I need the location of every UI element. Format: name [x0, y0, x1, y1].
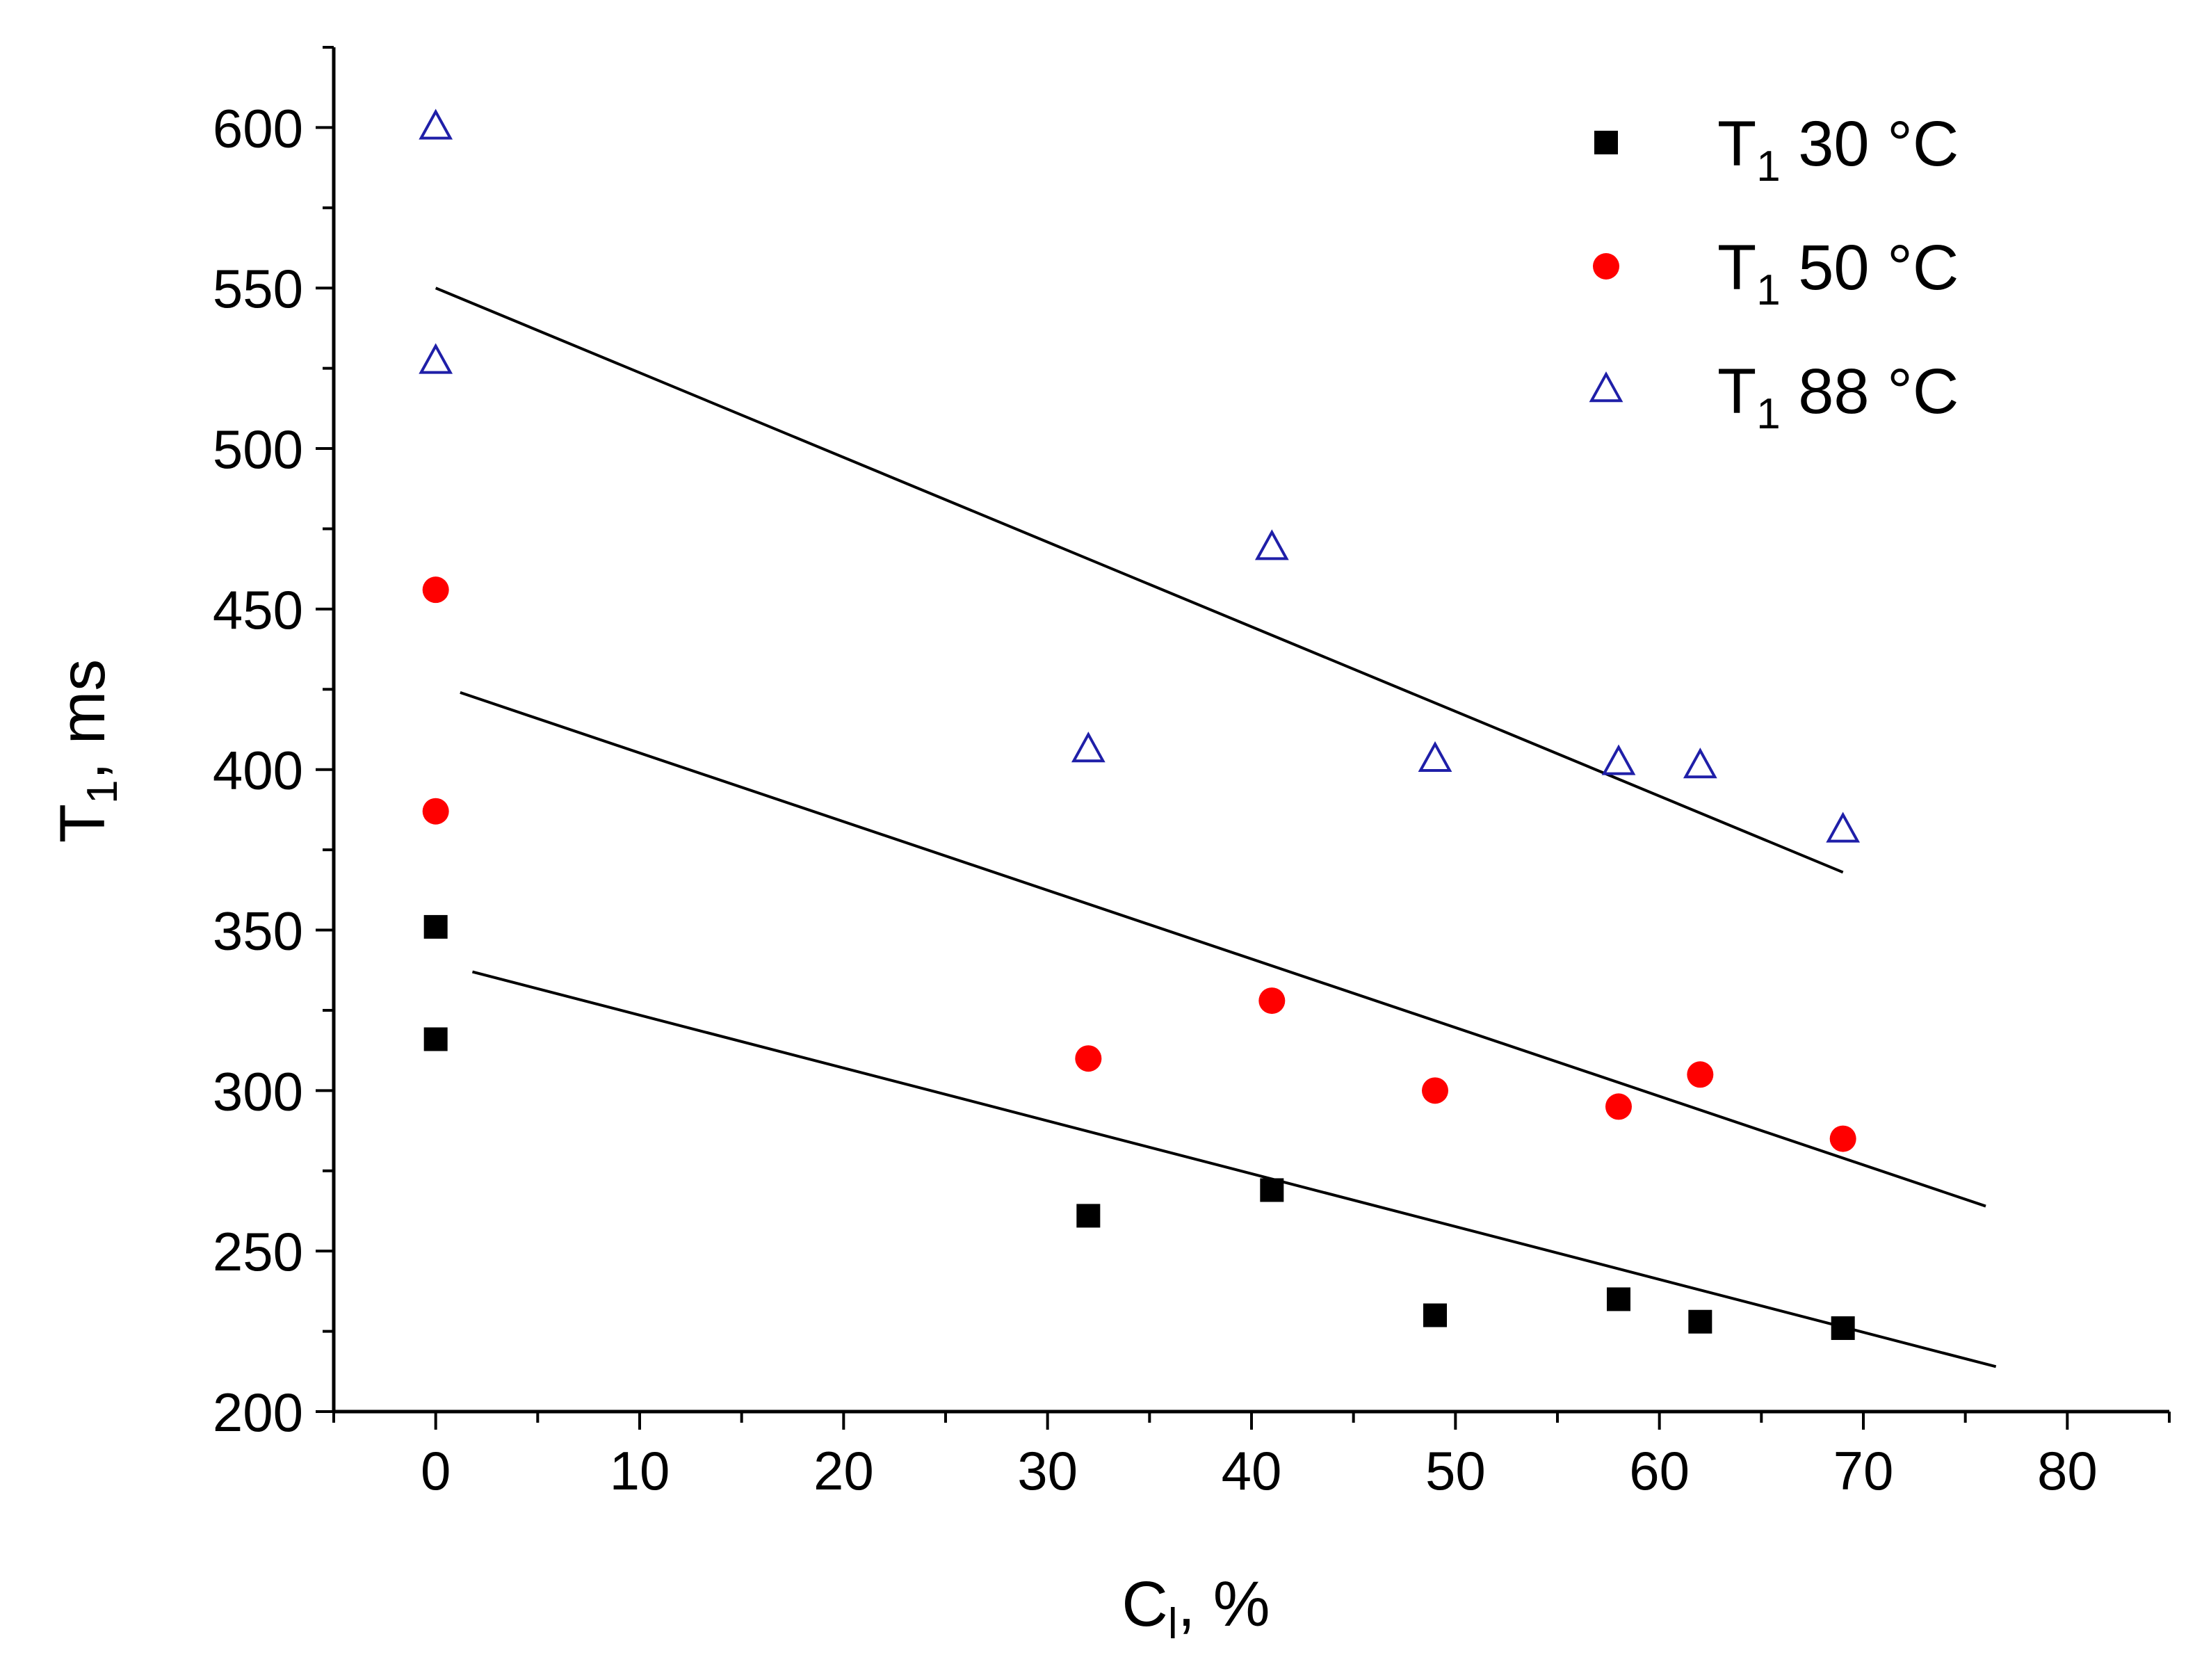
- point-series-2: [422, 798, 449, 825]
- point-series-1: [1607, 1287, 1630, 1311]
- x-tick-label: 30: [1017, 1440, 1078, 1501]
- y-axis-title: T1, ms: [47, 659, 127, 843]
- legend-label-2: T1 50 °C: [1717, 232, 1959, 314]
- point-series-1: [1076, 1204, 1101, 1228]
- legend-marker-2: [1593, 253, 1619, 280]
- point-series-2: [1687, 1061, 1714, 1088]
- point-series-3: [419, 343, 453, 374]
- point-series-3: [1601, 744, 1636, 775]
- y-axis-title-main: T: [47, 804, 118, 843]
- point-series-2: [1258, 987, 1286, 1015]
- legend-label-1: T1 30 °C: [1717, 108, 1959, 191]
- legend-label-sub: 1: [1756, 266, 1780, 314]
- x-tick-label: 40: [1222, 1440, 1282, 1501]
- point-series-2: [1605, 1093, 1632, 1120]
- point-series-2: [1422, 1077, 1448, 1104]
- point-series-3: [1071, 732, 1106, 763]
- y-tick-label: 300: [213, 1060, 303, 1122]
- point-series-3: [1826, 811, 1861, 843]
- point-series-1: [423, 914, 448, 939]
- data-points: [419, 108, 1861, 1340]
- x-tick-label: 70: [1833, 1440, 1894, 1501]
- point-series-1: [1831, 1316, 1855, 1340]
- x-tick-label: 60: [1629, 1440, 1690, 1501]
- point-series-3: [419, 108, 453, 140]
- x-tick-label: 50: [1425, 1440, 1486, 1501]
- legend-label-rest: 30 °C: [1781, 108, 1959, 179]
- x-tick-label: 80: [2037, 1440, 2098, 1501]
- point-series-2: [422, 576, 449, 604]
- fit-lines: [435, 286, 1997, 1368]
- y-tick-label: 350: [213, 900, 303, 962]
- fit-line-series-3: [435, 286, 1844, 874]
- legend: T1 30 °CT1 50 °CT1 88 °C: [1589, 108, 1959, 438]
- legend-label-sub: 1: [1756, 143, 1780, 191]
- x-tick-label: 20: [813, 1440, 874, 1501]
- legend-label-3: T1 88 °C: [1717, 356, 1959, 438]
- y-tick-label: 550: [213, 258, 303, 319]
- x-axis-title-rest: , %: [1178, 1569, 1270, 1640]
- y-axis-title-sub: 1: [79, 780, 127, 804]
- point-series-3: [1418, 741, 1452, 773]
- x-axis-title-sub: l: [1168, 1600, 1178, 1648]
- legend-label-main: T: [1717, 108, 1756, 179]
- legend-marker-3: [1589, 371, 1623, 403]
- legend-label-sub: 1: [1756, 390, 1780, 438]
- point-series-1: [1260, 1178, 1284, 1202]
- y-tick-label: 200: [213, 1382, 303, 1443]
- point-series-3: [1683, 748, 1717, 779]
- x-tick-label: 0: [421, 1440, 451, 1501]
- x-axis-title: Cl, %: [1121, 1569, 1270, 1648]
- y-tick-label: 450: [213, 579, 303, 640]
- y-tick-label: 600: [213, 97, 303, 159]
- x-axis-title-main: C: [1121, 1569, 1167, 1640]
- x-tick-label: 10: [610, 1440, 670, 1501]
- y-tick-label: 250: [213, 1221, 303, 1282]
- legend-label-rest: 50 °C: [1781, 232, 1959, 303]
- point-series-2: [1075, 1045, 1102, 1072]
- legend-marker-1: [1594, 131, 1618, 154]
- legend-label-rest: 88 °C: [1781, 356, 1959, 427]
- point-series-3: [1254, 529, 1289, 560]
- legend-label-main: T: [1717, 232, 1756, 303]
- point-series-2: [1829, 1125, 1856, 1152]
- point-series-1: [423, 1027, 448, 1051]
- y-tick-label: 500: [213, 419, 303, 480]
- y-tick-label: 400: [213, 740, 303, 801]
- legend-label-main: T: [1717, 356, 1756, 427]
- fit-line-series-1: [471, 970, 1997, 1368]
- fit-line-series-2: [460, 691, 1986, 1208]
- point-series-1: [1423, 1303, 1447, 1327]
- point-series-1: [1688, 1309, 1712, 1334]
- y-axis-title-rest: , ms: [47, 659, 118, 780]
- axes: 0 10 20 30 40 50 60 70 80 200 250 300 350 400 450 500 55…: [213, 46, 2171, 1501]
